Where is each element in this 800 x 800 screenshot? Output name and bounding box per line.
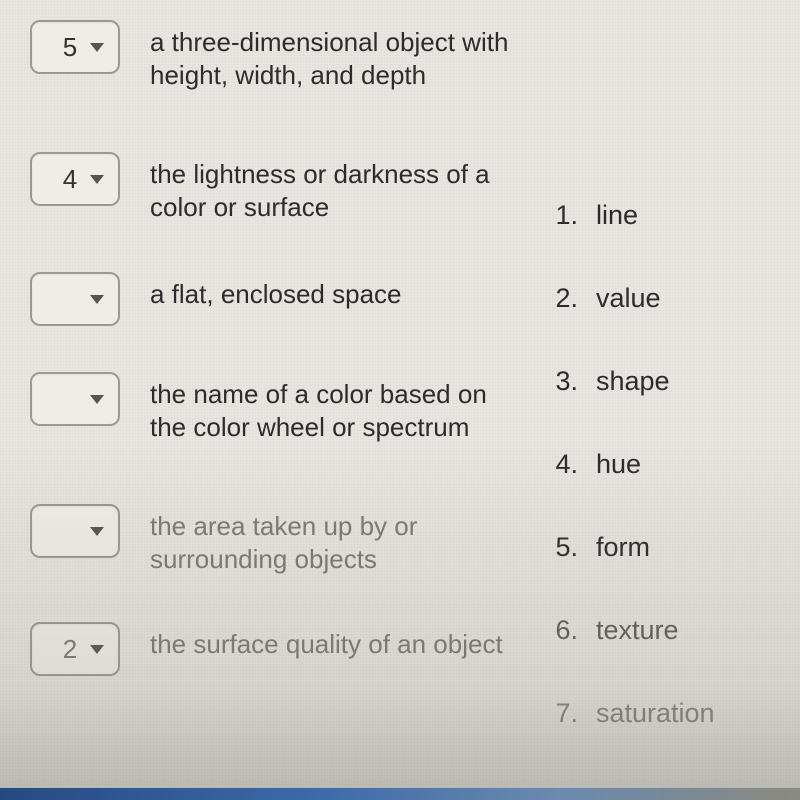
answer-option: 3. shape bbox=[550, 366, 780, 397]
definition-row: the name of a color based on the color w… bbox=[150, 372, 520, 504]
definition-text: the lightness or darkness of a color or … bbox=[150, 152, 520, 223]
answer-select[interactable] bbox=[30, 504, 120, 558]
select-row: 2 bbox=[30, 622, 150, 712]
definition-row: the surface quality of an object bbox=[150, 622, 520, 712]
select-row bbox=[30, 504, 150, 622]
definition-row: the lightness or darkness of a color or … bbox=[150, 152, 520, 272]
answer-number: 7. bbox=[550, 698, 578, 729]
answer-option: 1. line bbox=[550, 200, 780, 231]
answer-option: 5. form bbox=[550, 532, 780, 563]
answer-number: 3. bbox=[550, 366, 578, 397]
answer-label: texture bbox=[596, 615, 679, 646]
bottom-bar bbox=[0, 788, 800, 800]
select-value: 5 bbox=[50, 32, 90, 63]
answer-number: 5. bbox=[550, 532, 578, 563]
answers-column: 1. line 2. value 3. shape 4. hue 5. form 6. texture… bbox=[520, 20, 780, 800]
select-row bbox=[30, 372, 150, 504]
matching-container: 5 4 2 a three-dimensional object with heig… bbox=[30, 20, 780, 800]
chevron-down-icon bbox=[90, 645, 104, 654]
answer-option: 7. saturation bbox=[550, 698, 780, 729]
select-row: 4 bbox=[30, 152, 150, 272]
select-row bbox=[30, 272, 150, 372]
chevron-down-icon bbox=[90, 295, 104, 304]
answer-label: hue bbox=[596, 449, 641, 480]
answer-number: 1. bbox=[550, 200, 578, 231]
selectors-column: 5 4 2 bbox=[30, 20, 150, 800]
chevron-down-icon bbox=[90, 395, 104, 404]
select-row: 5 bbox=[30, 20, 150, 152]
definition-text: the name of a color based on the color w… bbox=[150, 372, 520, 443]
answer-label: saturation bbox=[596, 698, 715, 729]
chevron-down-icon bbox=[90, 43, 104, 52]
answer-number: 2. bbox=[550, 283, 578, 314]
answer-select[interactable] bbox=[30, 372, 120, 426]
answer-select[interactable]: 2 bbox=[30, 622, 120, 676]
answer-label: form bbox=[596, 532, 650, 563]
definitions-column: a three-dimensional object with height, … bbox=[150, 20, 520, 800]
answer-select[interactable]: 4 bbox=[30, 152, 120, 206]
definition-row: a three-dimensional object with height, … bbox=[150, 20, 520, 152]
definition-text: a flat, enclosed space bbox=[150, 272, 412, 311]
answer-select[interactable] bbox=[30, 272, 120, 326]
answer-option: 6. texture bbox=[550, 615, 780, 646]
answer-label: value bbox=[596, 283, 661, 314]
select-value: 2 bbox=[50, 634, 90, 665]
select-value: 4 bbox=[50, 164, 90, 195]
definition-row: the area taken up by or surrounding obje… bbox=[150, 504, 520, 622]
answer-number: 4. bbox=[550, 449, 578, 480]
definition-text: the surface quality of an object bbox=[150, 622, 513, 661]
definition-row: a flat, enclosed space bbox=[150, 272, 520, 372]
answer-option: 4. hue bbox=[550, 449, 780, 480]
definition-text: the area taken up by or surrounding obje… bbox=[150, 504, 520, 575]
chevron-down-icon bbox=[90, 175, 104, 184]
chevron-down-icon bbox=[90, 527, 104, 536]
definition-text: a three-dimensional object with height, … bbox=[150, 20, 520, 91]
answer-select[interactable]: 5 bbox=[30, 20, 120, 74]
answer-option: 2. value bbox=[550, 283, 780, 314]
answer-label: shape bbox=[596, 366, 670, 397]
answer-number: 6. bbox=[550, 615, 578, 646]
answers-list: 1. line 2. value 3. shape 4. hue 5. form 6. texture… bbox=[550, 200, 780, 729]
answer-label: line bbox=[596, 200, 638, 231]
